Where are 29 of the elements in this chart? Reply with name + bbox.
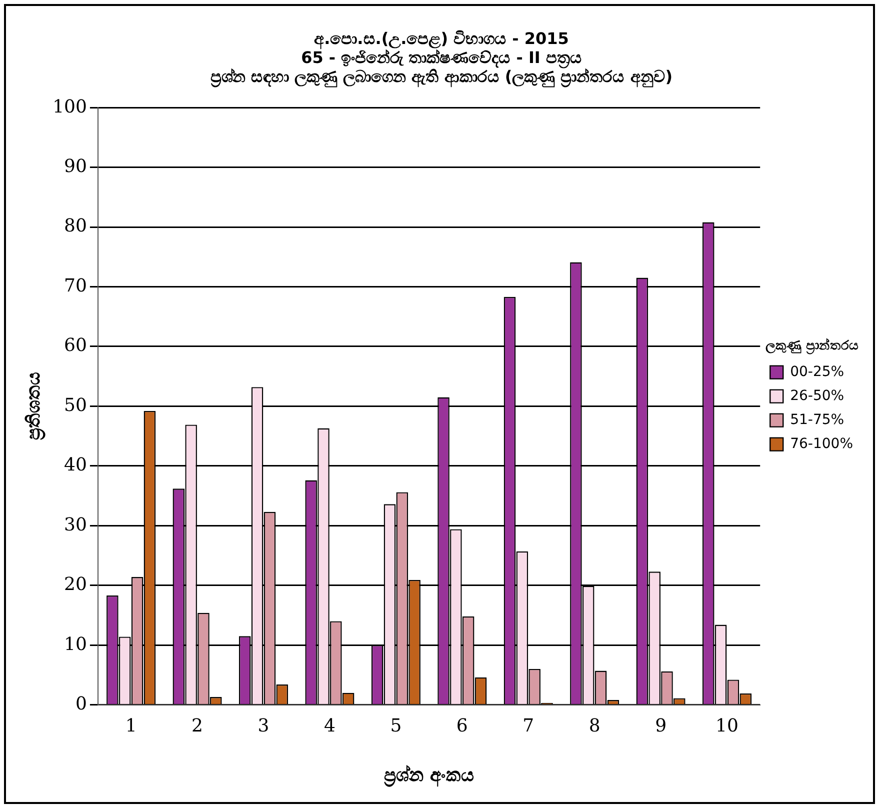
x-tick-label: 4 <box>324 715 336 736</box>
legend-label: 76-100% <box>790 436 853 452</box>
x-tick-label: 5 <box>390 715 402 736</box>
y-tick-label: 60 <box>64 335 87 356</box>
y-tick-label: 70 <box>64 275 87 296</box>
legend-title: ලකුණු ප්‍රාන්තරය <box>765 336 859 355</box>
y-tick-label: 30 <box>64 514 87 536</box>
y-tick-label: 100 <box>52 96 87 118</box>
x-tick-label: 2 <box>192 715 204 736</box>
x-tick-label: 7 <box>522 715 534 736</box>
x-tick-label: 6 <box>456 715 468 736</box>
y-tick-label: 80 <box>64 216 87 237</box>
legend-label: 26-50% <box>790 388 844 404</box>
chart-title: අ.පො.ස.(උ.පෙළ) විභාගය - 2015 65 - ඉංජිනේරු තාක්ෂණවේදය - II පත්‍රය ප්‍රශ්න සඳහා ලකුණු ලබාගෙන ඇති ආකාරය (ලකුණු ප්‍රාන්තරය අනුව) <box>210 28 673 88</box>
x-tick-label: 8 <box>588 715 600 736</box>
x-tick-label: 10 <box>716 715 738 736</box>
x-tick-label: 1 <box>125 715 137 736</box>
legend-label: 51-75% <box>790 412 844 428</box>
x-axis-title: ප්‍රශ්න අංකය <box>384 764 474 787</box>
y-tick-label: 10 <box>64 634 87 655</box>
x-tick-label: 3 <box>258 715 270 736</box>
y-tick-label: 20 <box>64 574 87 596</box>
y-tick-label: 0 <box>76 693 87 714</box>
x-tick-label: 9 <box>655 715 667 736</box>
y-tick-label: 50 <box>64 394 87 416</box>
legend-label: 00-25% <box>790 364 844 380</box>
y-axis-title: ප්‍රතිශතය <box>23 372 46 440</box>
y-tick-label: 90 <box>64 156 87 177</box>
y-tick-label: 40 <box>64 454 87 476</box>
